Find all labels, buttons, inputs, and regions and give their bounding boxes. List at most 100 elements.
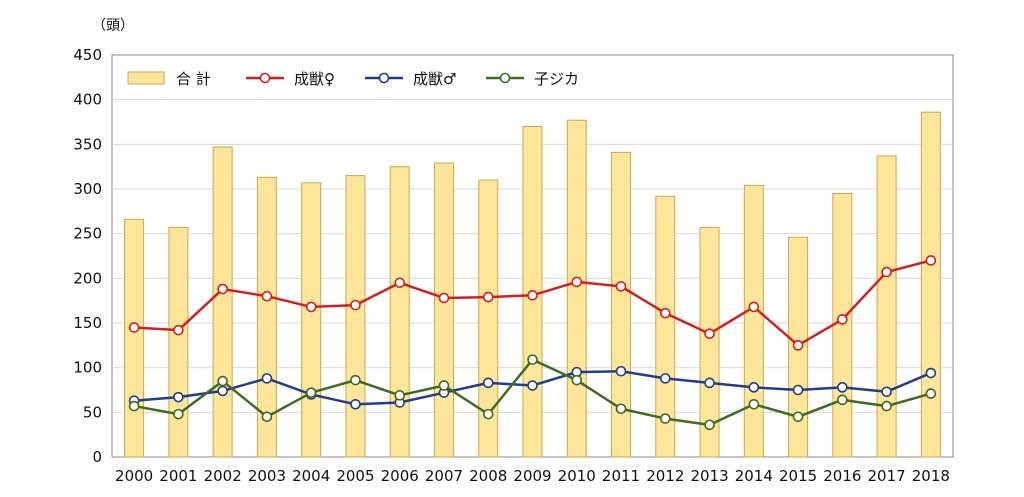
point-3-2006 bbox=[394, 390, 406, 401]
legend-label: 合 計 bbox=[176, 70, 211, 88]
x-tick-label: 2003 bbox=[248, 467, 286, 485]
x-tick-label: 2017 bbox=[868, 467, 906, 485]
point-1-2018 bbox=[925, 255, 937, 266]
point-3-2017 bbox=[881, 400, 892, 412]
point-1-2009 bbox=[527, 290, 538, 301]
y-tick-label: 100 bbox=[73, 359, 102, 377]
point-1-2015 bbox=[792, 340, 804, 351]
line-series-3 bbox=[128, 354, 937, 431]
y-tick-label: 400 bbox=[73, 91, 102, 109]
line-series-1 bbox=[128, 255, 937, 351]
point-2-2014 bbox=[748, 382, 760, 393]
point-2-2013 bbox=[704, 377, 715, 389]
point-2-2016 bbox=[837, 382, 848, 393]
point-1-2010 bbox=[571, 276, 583, 288]
point-3-2009 bbox=[527, 354, 538, 365]
y-tick-label: 200 bbox=[73, 269, 102, 287]
point-3-2015 bbox=[792, 411, 804, 423]
bar-total-2016 bbox=[832, 192, 853, 458]
point-2-2008 bbox=[482, 377, 494, 389]
point-2-2018 bbox=[925, 367, 937, 379]
legend-label: 成獣♀ bbox=[294, 70, 335, 88]
point-2-2012 bbox=[659, 373, 671, 384]
point-3-2011 bbox=[615, 403, 627, 415]
x-tick-label: 2005 bbox=[336, 467, 374, 485]
point-1-2017 bbox=[881, 266, 892, 278]
bar-total-2011 bbox=[611, 151, 632, 458]
x-tick-label: 2002 bbox=[204, 467, 242, 485]
point-3-2012 bbox=[659, 413, 671, 424]
x-tick-label: 2016 bbox=[823, 467, 861, 485]
point-3-2000 bbox=[128, 400, 140, 412]
bar-total-2000 bbox=[124, 218, 145, 458]
legend-swatch-marker-2 bbox=[378, 72, 390, 84]
point-1-2016 bbox=[837, 314, 848, 325]
point-2-2011 bbox=[615, 365, 627, 377]
legend-swatch-marker-3 bbox=[499, 72, 511, 84]
y-axis-tick-labels: 0 50 100 150 200 250 300 350 400 450 bbox=[73, 46, 102, 466]
x-tick-label: 2008 bbox=[469, 467, 507, 485]
x-axis-tick-labels: 2000 2001 2002 2003 2004 2005 2006 2007 2008 2009… bbox=[115, 467, 950, 485]
x-tick-label: 2010 bbox=[558, 467, 596, 485]
x-tick-label: 2015 bbox=[779, 467, 817, 485]
point-1-2008 bbox=[482, 291, 494, 303]
bar-total-2007 bbox=[433, 162, 454, 458]
legend-label: 子ジカ bbox=[534, 70, 579, 88]
bar-total-2005 bbox=[345, 175, 366, 458]
point-1-2013 bbox=[704, 328, 715, 340]
y-tick-label: 50 bbox=[83, 403, 102, 421]
y-tick-label: 250 bbox=[73, 225, 102, 243]
y-tick-label: 300 bbox=[73, 180, 102, 198]
bar-total-2013 bbox=[699, 226, 720, 458]
point-2-2009 bbox=[527, 380, 538, 391]
point-1-2006 bbox=[394, 277, 406, 289]
y-tick-label: 350 bbox=[73, 135, 102, 153]
point-1-2002 bbox=[217, 283, 228, 295]
point-1-2003 bbox=[261, 290, 273, 302]
line-series bbox=[128, 255, 937, 431]
bar-total-2010 bbox=[566, 119, 587, 458]
y-axis-unit-label: （頭） bbox=[92, 18, 134, 34]
x-tick-label: 2009 bbox=[513, 467, 551, 485]
point-3-2010 bbox=[571, 374, 583, 386]
point-2-2005 bbox=[350, 398, 361, 410]
bar-total-2004 bbox=[301, 182, 322, 458]
point-1-2014 bbox=[748, 301, 760, 313]
line-series-2 bbox=[128, 365, 937, 410]
y-tick-label: 0 bbox=[92, 448, 102, 466]
point-3-2016 bbox=[837, 394, 848, 406]
bar-series bbox=[124, 111, 941, 458]
bar-total-2014 bbox=[743, 184, 764, 458]
point-1-2011 bbox=[615, 281, 627, 292]
x-tick-label: 2018 bbox=[912, 467, 950, 485]
x-tick-label: 2012 bbox=[646, 467, 684, 485]
x-tick-label: 2013 bbox=[690, 467, 728, 485]
x-tick-label: 2006 bbox=[381, 467, 419, 485]
point-2-2001 bbox=[173, 391, 184, 403]
x-tick-label: 2007 bbox=[425, 467, 463, 485]
point-3-2001 bbox=[173, 408, 184, 420]
legend-label: 成獣♂ bbox=[413, 70, 456, 88]
x-tick-label: 2001 bbox=[159, 467, 197, 485]
point-3-2005 bbox=[350, 374, 361, 386]
legend: 合 計 成獣♀ 成獣♂ 子ジカ bbox=[127, 70, 579, 88]
point-1-2001 bbox=[173, 324, 184, 336]
point-1-2000 bbox=[128, 322, 140, 333]
point-1-2007 bbox=[438, 292, 450, 304]
point-2-2015 bbox=[792, 384, 804, 396]
x-tick-label: 2011 bbox=[602, 467, 640, 485]
point-3-2003 bbox=[261, 411, 273, 423]
point-3-2014 bbox=[748, 398, 760, 410]
point-1-2012 bbox=[659, 307, 671, 319]
y-tick-label: 450 bbox=[73, 46, 102, 64]
y-tick-label: 150 bbox=[73, 314, 102, 332]
bar-total-2003 bbox=[256, 176, 277, 458]
bar-total-2012 bbox=[655, 195, 676, 458]
bar-total-2008 bbox=[478, 179, 499, 458]
point-3-2013 bbox=[704, 419, 715, 431]
bar-total-2002 bbox=[212, 146, 233, 458]
point-2-2002 bbox=[217, 385, 228, 397]
x-tick-label: 2004 bbox=[292, 467, 330, 485]
legend-swatch-total bbox=[127, 71, 165, 85]
bar-total-2006 bbox=[389, 166, 410, 458]
